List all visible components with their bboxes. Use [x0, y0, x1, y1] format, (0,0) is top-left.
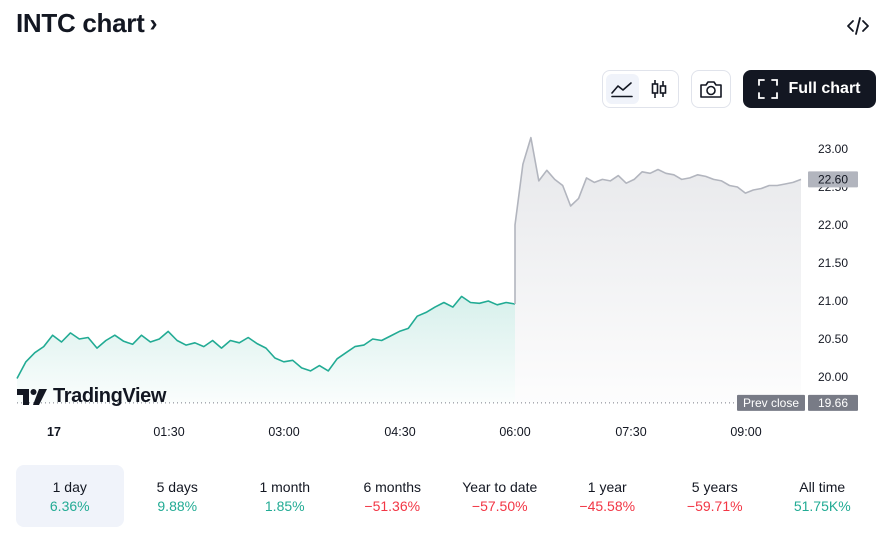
period-change: −51.36%	[364, 497, 421, 514]
y-tick-label: 21.00	[818, 294, 848, 308]
x-tick-label: 09:00	[730, 425, 761, 439]
period-label: All time	[799, 478, 846, 495]
session-line	[514, 136, 802, 304]
last-price-badge	[808, 171, 858, 188]
chart-title-link[interactable]: INTC chart ›	[16, 8, 157, 39]
period-change: 9.88%	[157, 497, 198, 514]
period-change: −57.50%	[471, 497, 528, 514]
period-change: 51.75K%	[793, 497, 851, 514]
x-tick-label: 07:30	[615, 425, 646, 439]
fullscreen-icon	[758, 79, 779, 99]
y-tick-label: 20.50	[818, 332, 848, 346]
full-chart-label: Full chart	[788, 80, 861, 97]
y-tick-label: 22.00	[818, 218, 848, 232]
candle-style-button[interactable]	[643, 74, 676, 104]
candlestick-icon	[651, 80, 667, 98]
last-price-value: 22.60	[818, 172, 848, 186]
premarket-area	[17, 296, 515, 403]
prev-close-value: 19.66	[818, 396, 848, 410]
chevron-right-icon: ›	[149, 9, 158, 37]
period-label: 1 year	[587, 478, 627, 495]
period-change: 1.85%	[264, 497, 305, 514]
period-label: Year to date	[462, 478, 538, 495]
period-button[interactable]: 1 year −45.58%	[554, 465, 662, 527]
code-icon[interactable]	[846, 14, 870, 38]
page-title: INTC chart	[16, 8, 145, 38]
tradingview-logo-text: TradingView	[53, 385, 167, 407]
area-style-button[interactable]	[606, 74, 639, 104]
x-tick-label: 03:00	[268, 425, 299, 439]
premarket-line	[16, 295, 516, 379]
period-button[interactable]: 1 month 1.85%	[231, 465, 339, 527]
x-tick-label: 04:30	[384, 425, 415, 439]
y-tick-label: 21.50	[818, 256, 848, 270]
period-change: −45.58%	[579, 497, 636, 514]
period-button[interactable]: 6 months −51.36%	[339, 465, 447, 527]
prev-close-value-badge	[808, 394, 858, 411]
period-label: 1 day	[52, 478, 87, 495]
period-label: 5 days	[156, 478, 198, 495]
period-label: 6 months	[363, 478, 422, 495]
area-chart-icon	[611, 82, 634, 98]
tradingview-logo-icon	[17, 388, 47, 405]
camera-icon	[700, 81, 722, 98]
prev-close-badge	[737, 394, 805, 411]
period-label: 5 years	[691, 478, 738, 495]
snapshot-button[interactable]	[691, 70, 731, 108]
x-tick-label: 06:00	[499, 425, 530, 439]
x-tick-label: 01:30	[153, 425, 184, 439]
period-label: 1 month	[259, 478, 311, 495]
chart-style-toggle	[602, 70, 679, 108]
period-selector: 1 day 6.36% 5 days 9.88% 1 month 1.85% 6 month…	[16, 465, 876, 527]
prev-close-label: Prev close	[743, 396, 799, 410]
period-button[interactable]: 5 days 9.88%	[124, 465, 232, 527]
x-tick-label: 17	[47, 425, 61, 439]
y-tick-label: 20.00	[818, 370, 848, 384]
period-change: 6.36%	[49, 497, 90, 514]
period-button[interactable]: 1 day 6.36%	[16, 465, 124, 527]
period-button[interactable]: Year to date −57.50%	[446, 465, 554, 527]
full-chart-button[interactable]: Full chart	[743, 70, 876, 108]
tradingview-logo[interactable]: TradingView	[17, 385, 166, 408]
y-tick-label: 23.00	[818, 142, 848, 156]
period-button[interactable]: All time 51.75K%	[769, 465, 877, 527]
period-change: −59.71%	[686, 497, 743, 514]
session-area	[515, 137, 801, 403]
period-button[interactable]: 5 years −59.71%	[661, 465, 769, 527]
